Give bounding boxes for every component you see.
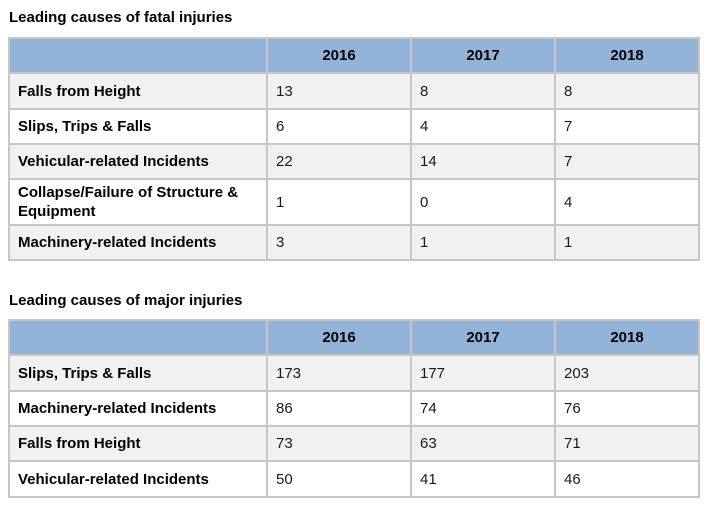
cell-value: 7	[554, 143, 700, 180]
header-blank-cell	[8, 37, 268, 74]
header-blank-cell	[8, 319, 268, 356]
cell-value: 46	[554, 460, 700, 498]
cell-value: 50	[266, 460, 412, 498]
cell-value: 63	[410, 425, 556, 462]
cell-value: 1	[266, 178, 412, 226]
header-year: 2017	[410, 319, 556, 356]
fatal-injuries-table: 2016 2017 2018 Falls from Height 13 8 8 …	[8, 37, 700, 261]
row-label: Machinery-related Incidents	[8, 390, 268, 427]
table-row: Slips, Trips & Falls 6 4 7	[8, 108, 700, 145]
cell-value: 41	[410, 460, 556, 498]
table-row: Vehicular-related Incidents 22 14 7	[8, 143, 700, 180]
major-injuries-title: Leading causes of major injuries	[9, 292, 243, 309]
cell-value: 6	[266, 108, 412, 145]
cell-value: 4	[410, 108, 556, 145]
row-label: Slips, Trips & Falls	[8, 354, 268, 392]
cell-value: 14	[410, 143, 556, 180]
cell-value: 177	[410, 354, 556, 392]
table-row: Falls from Height 13 8 8	[8, 72, 700, 110]
header-year: 2018	[554, 37, 700, 74]
header-year: 2018	[554, 319, 700, 356]
cell-value: 8	[554, 72, 700, 110]
cell-value: 203	[554, 354, 700, 392]
table-header-row: 2016 2017 2018	[8, 37, 700, 74]
cell-value: 3	[266, 224, 412, 261]
table-row: Machinery-related Incidents 86 74 76	[8, 390, 700, 427]
row-label: Machinery-related Incidents	[8, 224, 268, 261]
row-label: Falls from Height	[8, 72, 268, 110]
cell-value: 73	[266, 425, 412, 462]
cell-value: 22	[266, 143, 412, 180]
cell-value: 4	[554, 178, 700, 226]
cell-value: 86	[266, 390, 412, 427]
cell-value: 13	[266, 72, 412, 110]
table-row: Collapse/Failure of Structure & Equipmen…	[8, 178, 700, 226]
row-label: Falls from Height	[8, 425, 268, 462]
cell-value: 76	[554, 390, 700, 427]
table-header-row: 2016 2017 2018	[8, 319, 700, 356]
row-label: Collapse/Failure of Structure & Equipmen…	[8, 178, 268, 226]
fatal-injuries-title: Leading causes of fatal injuries	[9, 9, 233, 26]
cell-value: 1	[410, 224, 556, 261]
row-label: Vehicular-related Incidents	[8, 143, 268, 180]
table-row: Falls from Height 73 63 71	[8, 425, 700, 462]
table-row: Vehicular-related Incidents 50 41 46	[8, 460, 700, 498]
cell-value: 0	[410, 178, 556, 226]
major-injuries-table: 2016 2017 2018 Slips, Trips & Falls 173 …	[8, 319, 700, 498]
cell-value: 8	[410, 72, 556, 110]
header-year: 2016	[266, 319, 412, 356]
row-label: Vehicular-related Incidents	[8, 460, 268, 498]
header-year: 2016	[266, 37, 412, 74]
cell-value: 7	[554, 108, 700, 145]
row-label: Slips, Trips & Falls	[8, 108, 268, 145]
header-year: 2017	[410, 37, 556, 74]
cell-value: 71	[554, 425, 700, 462]
cell-value: 74	[410, 390, 556, 427]
table-row: Slips, Trips & Falls 173 177 203	[8, 354, 700, 392]
table-row: Machinery-related Incidents 3 1 1	[8, 224, 700, 261]
cell-value: 173	[266, 354, 412, 392]
cell-value: 1	[554, 224, 700, 261]
